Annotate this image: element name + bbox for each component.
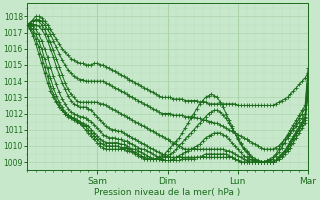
X-axis label: Pression niveau de la mer( hPa ): Pression niveau de la mer( hPa ): [94, 188, 241, 197]
